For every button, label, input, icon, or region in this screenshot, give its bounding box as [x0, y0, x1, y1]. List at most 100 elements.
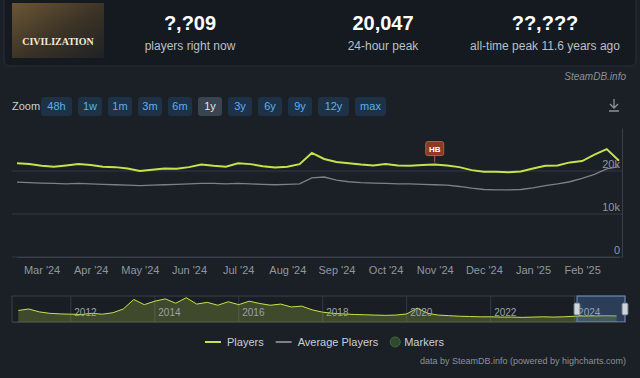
- event-marker[interactable]: HB: [426, 142, 444, 163]
- x-tick-label: Apr '24: [74, 264, 109, 276]
- x-tick-label: Oct '24: [369, 264, 404, 276]
- y-axis: 010k20k: [602, 129, 622, 258]
- zoom-button[interactable]: 9y: [288, 97, 312, 116]
- zoom-button-text[interactable]: 3m: [142, 100, 157, 112]
- navigator-window[interactable]: [577, 296, 625, 322]
- y-tick-label: 0: [614, 244, 620, 256]
- navigator-tick-label: 2012: [74, 307, 97, 318]
- grid-line: [12, 257, 622, 258]
- navigator-tick-label: 2016: [242, 307, 265, 318]
- zoom-button-text[interactable]: 1m: [112, 100, 127, 112]
- navigator-axis: 2012201420162018202020222024: [13, 307, 626, 322]
- zoom-button-text[interactable]: 12y: [325, 100, 343, 112]
- zoom-button-bg[interactable]: [228, 97, 252, 116]
- legend-label[interactable]: Players: [227, 336, 264, 348]
- zoom-button[interactable]: 6y: [258, 97, 282, 116]
- event-marker-box[interactable]: [426, 142, 444, 156]
- y-tick: 10k: [602, 201, 622, 214]
- zoom-button-bg[interactable]: [41, 97, 72, 116]
- legend-item[interactable]: Markers: [390, 336, 444, 348]
- stat-value: 20,047: [352, 12, 413, 34]
- x-tick-label: Aug '24: [269, 264, 306, 276]
- x-tick-label: Feb '25: [564, 264, 600, 276]
- x-tick-label: Jan '25: [516, 264, 551, 276]
- navigator-tick-label: 2014: [158, 307, 181, 318]
- legend-symbol[interactable]: [390, 337, 400, 347]
- legend-label[interactable]: Markers: [404, 336, 444, 348]
- chart-page: CIVILIZATION?,?09players right now20,047…: [0, 0, 640, 378]
- zoom-button-bg[interactable]: [318, 97, 349, 116]
- legend-symbol[interactable]: [276, 341, 292, 343]
- game-thumbnail: [12, 3, 104, 58]
- navigator-area: [18, 298, 616, 322]
- navigator-tick: 2024: [575, 307, 601, 322]
- zoom-button-text[interactable]: 6y: [264, 100, 276, 112]
- zoom-button-bg[interactable]: [198, 97, 222, 116]
- zoom-button-text[interactable]: 3y: [234, 100, 246, 112]
- navigator-tick-label: 2022: [494, 307, 517, 318]
- legend-label[interactable]: Average Players: [298, 336, 379, 348]
- x-tick: Feb '25: [564, 257, 600, 276]
- event-marker-label[interactable]: HB: [429, 145, 441, 154]
- y-tick-label: 10k: [602, 201, 620, 213]
- navigator-handle[interactable]: [622, 303, 628, 315]
- zoom-button[interactable]: 1w: [78, 97, 102, 116]
- series-line: [17, 149, 619, 172]
- stat-value: ??,???: [512, 12, 579, 34]
- legend-symbol[interactable]: [205, 341, 221, 343]
- x-tick: Sep '24: [318, 257, 355, 276]
- legend-item[interactable]: Average Players: [276, 336, 379, 348]
- zoom-button-bg[interactable]: [108, 97, 132, 116]
- navigator-tick: 2018: [323, 307, 349, 322]
- x-tick: Jul '24: [223, 257, 254, 276]
- zoom-button-bg[interactable]: [288, 97, 312, 116]
- x-tick-label: Jun '24: [172, 264, 207, 276]
- download-icon-path[interactable]: [609, 99, 619, 111]
- stat-label: 24-hour peak: [348, 39, 420, 53]
- x-tick: Apr '24: [74, 257, 109, 276]
- x-tick: Jan '25: [516, 257, 551, 276]
- zoom-button-text[interactable]: 9y: [294, 100, 306, 112]
- zoom-button[interactable]: 1y: [198, 97, 222, 116]
- navigator-tick: 2012: [71, 307, 97, 322]
- zoom-button-bg[interactable]: [138, 97, 162, 116]
- y-tick: 0: [614, 244, 622, 257]
- x-tick: Aug '24: [269, 257, 306, 276]
- zoom-button-bg[interactable]: [168, 97, 192, 116]
- navigator-line: [18, 298, 616, 318]
- legend-item[interactable]: Players: [205, 336, 264, 348]
- x-tick: May '24: [121, 257, 159, 276]
- navigator-frame: [12, 296, 625, 322]
- thumbnail-text: CIVILIZATION: [22, 36, 94, 47]
- zoom-button[interactable]: 6m: [168, 97, 192, 116]
- x-tick-label: Mar '24: [24, 264, 60, 276]
- x-tick-label: Dec '24: [466, 264, 503, 276]
- zoom-button[interactable]: 3y: [228, 97, 252, 116]
- zoom-button[interactable]: 3m: [138, 97, 162, 116]
- zoom-button-bg[interactable]: [258, 97, 282, 116]
- zoom-button-text[interactable]: 1y: [204, 100, 216, 112]
- zoom-button-bg[interactable]: [78, 97, 102, 116]
- zoom-button-text[interactable]: 6m: [172, 100, 187, 112]
- x-tick: Oct '24: [369, 257, 404, 276]
- zoom-button-text[interactable]: max: [360, 100, 381, 112]
- navigator-tick-label: 2024: [578, 307, 601, 318]
- x-tick: Dec '24: [466, 257, 503, 276]
- download-icon[interactable]: [609, 99, 619, 111]
- zoom-button[interactable]: 12y: [318, 97, 349, 116]
- zoom-button[interactable]: max: [355, 97, 386, 116]
- page-root: CIVILIZATION?,?09players right now20,047…: [0, 0, 640, 378]
- header-panel: [4, 0, 636, 66]
- credit: data by SteamDB.info (powered by highcha…: [420, 356, 626, 366]
- x-tick: Nov '24: [417, 257, 454, 276]
- navigator-tick: 2022: [491, 307, 517, 322]
- zoom-button-bg[interactable]: [355, 97, 386, 116]
- navigator-axis-line: [13, 322, 626, 323]
- zoom-button[interactable]: 1m: [108, 97, 132, 116]
- legend: Players Average Players Markers: [205, 336, 444, 348]
- zoom-button[interactable]: 48h: [41, 97, 72, 116]
- navigator-plot: [18, 298, 616, 322]
- zoom-button-text[interactable]: 48h: [47, 100, 65, 112]
- zoom-button-text[interactable]: 1w: [83, 100, 97, 112]
- grid-line: [12, 214, 622, 215]
